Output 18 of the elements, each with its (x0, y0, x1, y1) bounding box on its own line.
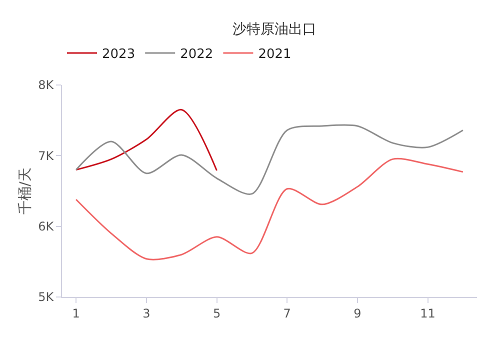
x-tick-label: 3 (142, 306, 150, 320)
chart-title: 沙特原油出口 (232, 21, 316, 38)
x-tick-label: 11 (420, 306, 436, 320)
legend-label: 2023 (102, 47, 136, 62)
y-tick-label: 5K (38, 290, 55, 304)
x-tick-label: 7 (283, 306, 291, 320)
line-series (75, 158, 464, 260)
x-tick-label: 5 (212, 306, 221, 320)
y-axis-title: 千桶/天 (18, 168, 34, 214)
legend-label: 2021 (258, 47, 292, 62)
y-tick-label: 6K (38, 220, 55, 234)
y-tick-label: 7K (38, 148, 55, 163)
line-series (75, 108, 218, 172)
x-tick-label: 1 (72, 306, 80, 320)
line-series (75, 124, 464, 195)
x-tick-label: 9 (354, 306, 362, 320)
y-tick-label: 8K (38, 78, 55, 92)
legend-label: 2022 (180, 47, 214, 62)
